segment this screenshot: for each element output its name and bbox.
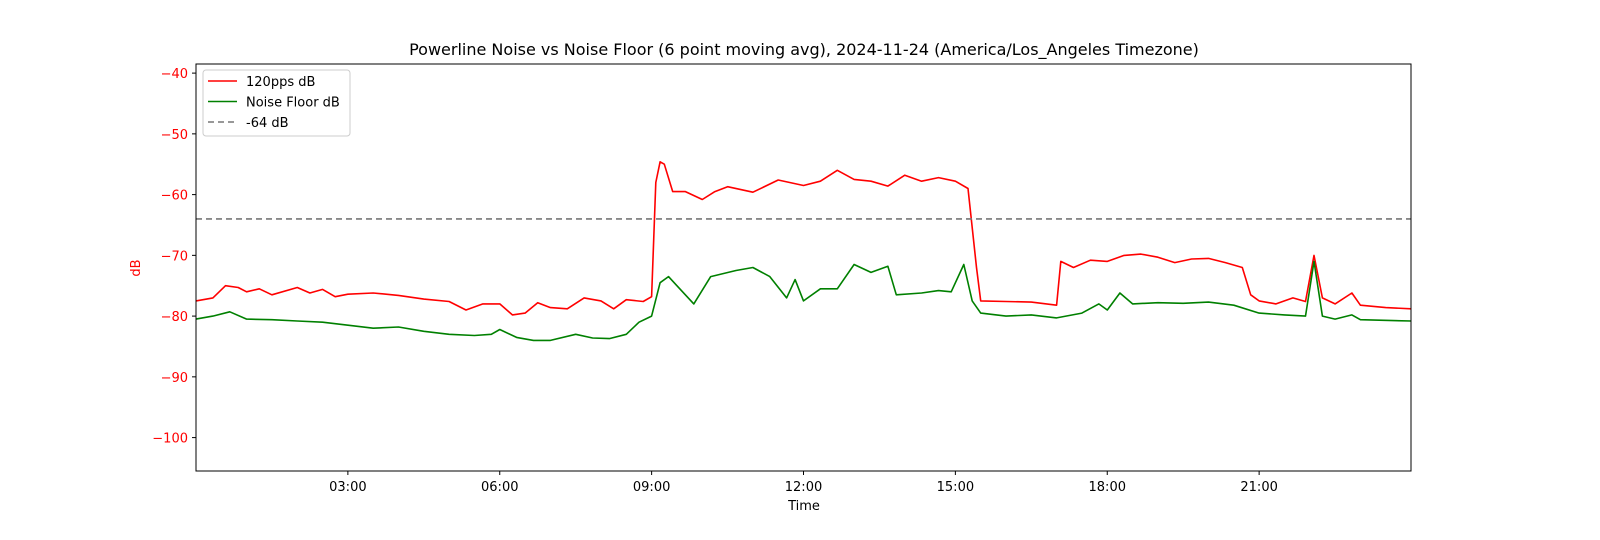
legend-label-0: 120pps dB xyxy=(246,75,315,90)
legend-label-2: -64 dB xyxy=(246,116,289,131)
legend-box xyxy=(202,69,351,137)
y-axis-label: dB xyxy=(129,259,144,276)
y-tick-label: −40 xyxy=(161,67,188,82)
series-line-1 xyxy=(195,260,1412,342)
x-axis: 03:00 06:00 09:00 12:00 15:00 18:00 21:00 xyxy=(329,471,1278,495)
plot-area xyxy=(195,161,1412,342)
x-axis-label: Time xyxy=(787,499,820,514)
x-tick-label: 15:00 xyxy=(937,480,974,495)
y-tick-label: −80 xyxy=(161,310,188,325)
series-line-0 xyxy=(195,161,1412,316)
y-axis: −40 −50 −60 −70 −80 −90 −100 xyxy=(152,67,196,447)
x-tick-label: 09:00 xyxy=(633,480,670,495)
x-tick-label: 21:00 xyxy=(1240,480,1277,495)
y-tick-label: −60 xyxy=(161,189,188,204)
x-tick-label: 18:00 xyxy=(1089,480,1126,495)
y-tick-label: −100 xyxy=(152,432,188,447)
chart-title: Powerline Noise vs Noise Floor (6 point … xyxy=(409,40,1199,60)
x-tick-label: 03:00 xyxy=(329,480,366,495)
legend: 120pps dB Noise Floor dB -64 dB xyxy=(202,69,351,137)
legend-label-1: Noise Floor dB xyxy=(246,96,340,111)
y-tick-label: −50 xyxy=(161,128,188,143)
plot-frame xyxy=(195,63,1412,472)
y-tick-label: −70 xyxy=(161,249,188,264)
y-tick-label: −90 xyxy=(161,371,188,386)
x-tick-label: 12:00 xyxy=(785,480,822,495)
x-tick-label: 06:00 xyxy=(481,480,518,495)
